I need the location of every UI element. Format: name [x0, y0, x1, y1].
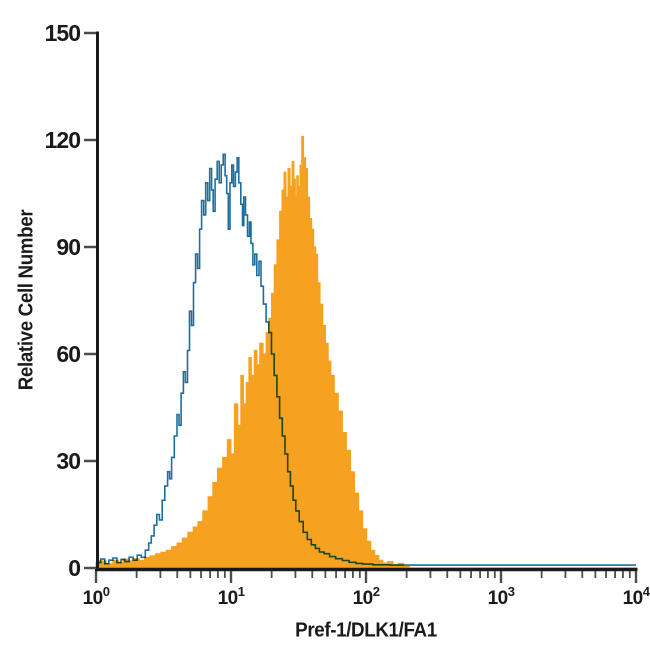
y-tick-label: 30 — [56, 448, 80, 474]
series-open-histogram — [96, 153, 636, 566]
y-tick-label: 60 — [56, 341, 80, 367]
x-tick-label: 104 — [623, 584, 650, 609]
y-axis-title: Relative Cell Number — [15, 209, 38, 391]
x-tick-label: 102 — [353, 584, 380, 609]
x-tick-label: 100 — [83, 584, 110, 609]
x-tick-label: 103 — [488, 584, 515, 609]
series-filled-histogram — [95, 135, 637, 570]
y-tick-label: 0 — [68, 555, 80, 581]
x-tick-label: 101 — [218, 584, 245, 609]
y-tick-label: 150 — [45, 20, 81, 46]
x-axis-title: Pref-1/DLK1/FA1 — [295, 619, 437, 642]
y-tick-label: 120 — [45, 127, 81, 153]
y-tick-label: 90 — [56, 234, 80, 260]
